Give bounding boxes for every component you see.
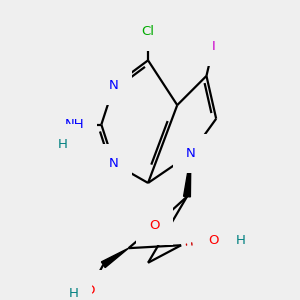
Polygon shape [184,154,191,197]
Polygon shape [101,248,129,268]
Text: N: N [109,157,119,170]
Text: NH: NH [64,118,84,131]
Text: N: N [109,79,119,92]
Text: H: H [69,287,79,300]
Text: I: I [212,40,215,53]
Text: H: H [236,234,245,247]
Text: N: N [186,147,196,160]
Text: O: O [84,284,95,296]
Text: Cl: Cl [142,25,154,38]
Text: H: H [58,137,67,151]
Text: O: O [208,234,218,247]
Text: O: O [150,219,160,232]
